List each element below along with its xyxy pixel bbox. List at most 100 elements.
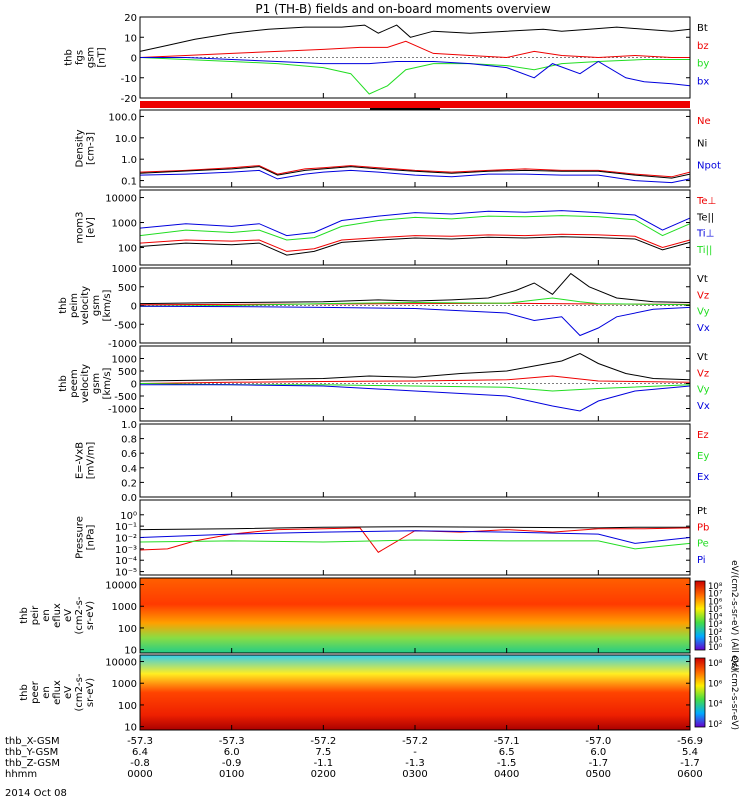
y-axis-label: thb <box>19 684 30 701</box>
ephemeris-value: 6.4 <box>132 747 148 758</box>
y-axis-label: E=-VxB <box>75 442 86 479</box>
legend-Ni: Ni <box>697 138 707 149</box>
ephemeris-value: -57.2 <box>402 736 428 747</box>
y-axis-label: en <box>41 609 52 622</box>
ephemeris-value: 0600 <box>677 769 702 780</box>
y-axis-label: peer <box>30 680 41 704</box>
series-line-Ti⊥ <box>139 210 691 237</box>
quality-flag-bar <box>140 101 690 108</box>
series-line-Ne <box>139 165 691 178</box>
y-tick-label: 1.0 <box>121 420 137 431</box>
y-tick-label: 1000 <box>112 679 137 690</box>
series-line-bz <box>139 40 690 59</box>
ephemeris-label: hhmm <box>5 769 37 780</box>
y-axis-label: [km/s] <box>102 367 113 399</box>
y-axis-label: sr-eV) <box>85 678 96 707</box>
ephemeris-value: 0000 <box>127 769 152 780</box>
y-tick-label: 0 <box>131 380 137 391</box>
colorbar-tick-label: 10³ <box>708 620 722 630</box>
ephemeris-value: -56.9 <box>677 736 703 747</box>
series-line-Vx <box>140 384 691 412</box>
series-line-Vt <box>139 272 691 305</box>
legend-Ex: Ex <box>697 472 709 483</box>
y-axis-label: thb <box>64 49 75 66</box>
ephemeris-label: thb_X-GSM <box>5 736 60 747</box>
colorbar-tick-label: 10⁸ <box>708 659 723 669</box>
ephemeris-value: 0300 <box>402 769 427 780</box>
colorbar-tick-label: 10¹ <box>708 635 722 645</box>
y-tick-label: 10⁰ <box>120 511 137 522</box>
panel-frame <box>139 189 691 266</box>
y-axis-label: thb <box>58 297 69 314</box>
colorbar-tick-label: 10⁸ <box>708 582 723 592</box>
y-tick-label: 1.0 <box>121 155 137 166</box>
series-line-Vx <box>139 305 691 337</box>
y-axis-label: gsm <box>91 295 102 316</box>
ephemeris-value: -57.0 <box>585 736 611 747</box>
y-axis-label: [mV/m] <box>86 442 97 480</box>
y-axis-label: eV <box>63 686 74 699</box>
y-axis-label: peim <box>69 293 80 318</box>
legend-bx: bx <box>697 76 709 87</box>
y-tick-label: -10 <box>121 74 137 85</box>
colorbar-tick-label: 10⁰ <box>708 643 723 653</box>
legend-Pi: Pi <box>697 555 706 566</box>
y-tick-label: 0.6 <box>121 449 137 460</box>
colorbar-tick-label: 10² <box>708 720 722 730</box>
y-axis-label: eflux <box>52 680 63 705</box>
ephemeris-value: -0.8 <box>130 758 150 769</box>
y-tick-label: 0.8 <box>121 435 137 446</box>
y-tick-label: 10 <box>124 723 137 734</box>
y-tick-label: -1000 <box>108 405 137 416</box>
legend-Npot: Npot <box>697 161 721 172</box>
series-line-Pb <box>139 527 691 553</box>
legend-Ne: Ne <box>697 116 711 127</box>
y-tick-label: 10⁻⁵ <box>115 568 137 579</box>
y-tick-label: 10⁻¹ <box>115 522 137 533</box>
ephemeris-value: -1.3 <box>405 758 425 769</box>
legend-Pb: Pb <box>697 522 709 533</box>
y-tick-label: 0.2 <box>121 478 137 489</box>
y-axis-label: [eV] <box>86 217 97 238</box>
y-tick-label: 10000 <box>105 194 137 205</box>
y-tick-label: 0.4 <box>121 464 137 475</box>
y-axis-label: eV <box>63 609 74 622</box>
y-tick-label: 10⁻⁴ <box>115 556 137 567</box>
legend-Vx: Vx <box>697 401 710 412</box>
y-tick-label: 1000 <box>112 219 137 230</box>
colorbar-tick-label: 10⁵ <box>708 605 722 615</box>
legend-Pt: Pt <box>697 506 707 517</box>
series-line-Te|| <box>139 236 691 256</box>
legend-Ti||: Ti|| <box>696 245 712 256</box>
heatmap-image <box>140 578 690 653</box>
ephemeris-value: -1.5 <box>497 758 517 769</box>
y-axis-label: gsm <box>86 47 97 68</box>
y-tick-label: 100 <box>118 701 137 712</box>
ephemeris-value: 0100 <box>219 769 244 780</box>
y-tick-label: -500 <box>114 392 137 403</box>
ephemeris-value: -1.7 <box>589 758 609 769</box>
colorbar-label: eV/(cm2-s-sr-eV) <box>729 655 739 730</box>
colorbar: 10⁸ 10⁶ 10⁴ 10² eV/(cm2-s-sr-eV) <box>694 655 739 730</box>
ephemeris-value: -57.3 <box>219 736 245 747</box>
panel-0: 20 10 0 -10 -20 thb fgs gsm [nT] Bt bz by bx <box>64 13 710 105</box>
y-tick-label: 10000 <box>105 581 137 592</box>
legend-Ez: Ez <box>697 430 709 441</box>
y-axis-label: en <box>41 686 52 699</box>
y-axis-label: peem <box>69 369 80 397</box>
series-line-Te⊥ <box>139 233 691 252</box>
legend-Vt: Vt <box>697 274 708 285</box>
y-tick-label: 20 <box>124 13 137 24</box>
ephemeris-label: thb_Y-GSM <box>5 747 58 758</box>
y-tick-label: 0.0 <box>121 493 137 504</box>
date-label: 2014 Oct 08 <box>5 788 67 799</box>
legend-Ti⊥: Ti⊥ <box>696 229 714 240</box>
series-line-Vy <box>139 297 691 307</box>
legend-Ey: Ey <box>697 451 709 462</box>
y-axis-label: [nT] <box>97 47 108 67</box>
y-axis-label: [cm-3] <box>86 132 97 165</box>
y-axis-label: sr-eV) <box>85 601 96 630</box>
ephemeris-value: 6.5 <box>499 747 515 758</box>
panel-8: 10⁸ 10⁶ 10⁴ 10² eV/(cm2-s-sr-eV) 10000 1000 100… <box>19 654 739 734</box>
